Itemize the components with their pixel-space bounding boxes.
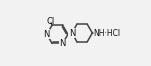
Text: Cl: Cl xyxy=(46,17,55,26)
Text: N: N xyxy=(69,29,75,37)
Text: NH·HCl: NH·HCl xyxy=(93,29,120,37)
Text: N: N xyxy=(59,39,66,48)
Text: N: N xyxy=(44,30,50,39)
